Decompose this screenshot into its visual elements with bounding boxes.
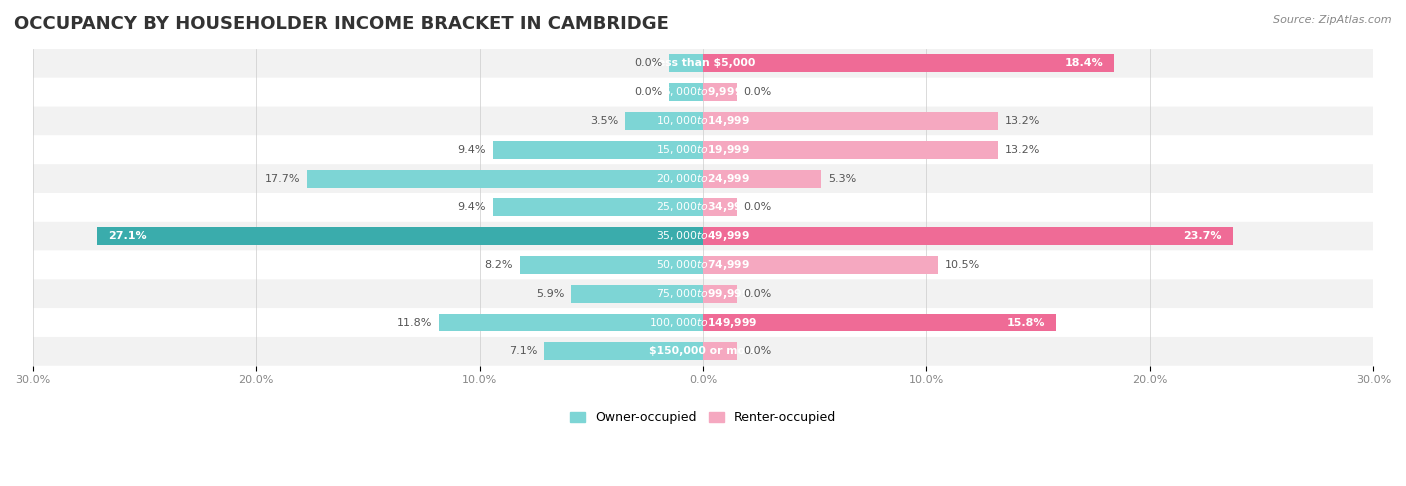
Bar [703,112,998,130]
Text: $5,000 to $9,999: $5,000 to $9,999 [664,85,742,99]
FancyBboxPatch shape [32,106,1374,136]
Bar [703,83,737,101]
Text: $10,000 to $14,999: $10,000 to $14,999 [655,114,751,128]
Text: 5.9%: 5.9% [536,289,564,299]
Bar [97,227,703,245]
FancyBboxPatch shape [32,164,1374,193]
Text: $15,000 to $19,999: $15,000 to $19,999 [655,143,751,157]
Text: 13.2%: 13.2% [1005,116,1040,126]
FancyBboxPatch shape [32,78,1374,106]
Text: 0.0%: 0.0% [634,58,662,69]
Text: 8.2%: 8.2% [485,260,513,270]
Text: 9.4%: 9.4% [458,202,486,212]
FancyBboxPatch shape [32,193,1374,222]
Text: $50,000 to $74,999: $50,000 to $74,999 [655,258,751,272]
Text: $35,000 to $49,999: $35,000 to $49,999 [655,229,751,243]
Text: 27.1%: 27.1% [108,231,148,241]
Text: $75,000 to $99,999: $75,000 to $99,999 [655,287,751,301]
Text: $20,000 to $24,999: $20,000 to $24,999 [655,172,751,186]
FancyBboxPatch shape [32,49,1374,78]
Text: 17.7%: 17.7% [266,174,301,184]
Bar [494,141,703,159]
Bar [520,256,703,274]
Text: Source: ZipAtlas.com: Source: ZipAtlas.com [1274,15,1392,25]
FancyBboxPatch shape [32,308,1374,337]
Bar [669,83,703,101]
Bar [669,54,703,72]
Text: 11.8%: 11.8% [398,317,433,328]
Bar [703,170,821,188]
Text: 5.3%: 5.3% [828,174,856,184]
Text: 0.0%: 0.0% [744,87,772,97]
Text: OCCUPANCY BY HOUSEHOLDER INCOME BRACKET IN CAMBRIDGE: OCCUPANCY BY HOUSEHOLDER INCOME BRACKET … [14,15,669,33]
Text: 7.1%: 7.1% [509,347,537,356]
Bar [703,343,737,360]
Bar [494,198,703,216]
Bar [703,54,1114,72]
Bar [439,313,703,331]
Text: $100,000 to $149,999: $100,000 to $149,999 [648,315,758,330]
Bar [544,343,703,360]
Bar [703,285,737,303]
Text: 18.4%: 18.4% [1064,58,1102,69]
Bar [703,141,998,159]
Bar [703,313,1056,331]
Bar [624,112,703,130]
FancyBboxPatch shape [32,251,1374,279]
Text: 0.0%: 0.0% [744,289,772,299]
FancyBboxPatch shape [32,222,1374,251]
Bar [703,256,938,274]
Bar [308,170,703,188]
Text: 10.5%: 10.5% [945,260,980,270]
Text: $150,000 or more: $150,000 or more [648,347,758,356]
Text: 9.4%: 9.4% [458,145,486,155]
Text: 13.2%: 13.2% [1005,145,1040,155]
FancyBboxPatch shape [32,337,1374,366]
FancyBboxPatch shape [32,279,1374,308]
Text: Less than $5,000: Less than $5,000 [651,58,755,69]
Text: 23.7%: 23.7% [1182,231,1222,241]
Text: $25,000 to $34,999: $25,000 to $34,999 [655,200,751,214]
Text: 0.0%: 0.0% [744,202,772,212]
FancyBboxPatch shape [32,136,1374,164]
Text: 3.5%: 3.5% [591,116,619,126]
Bar [703,227,1233,245]
Bar [703,198,737,216]
Legend: Owner-occupied, Renter-occupied: Owner-occupied, Renter-occupied [565,406,841,429]
Bar [571,285,703,303]
Text: 15.8%: 15.8% [1007,317,1045,328]
Text: 0.0%: 0.0% [634,87,662,97]
Text: 0.0%: 0.0% [744,347,772,356]
